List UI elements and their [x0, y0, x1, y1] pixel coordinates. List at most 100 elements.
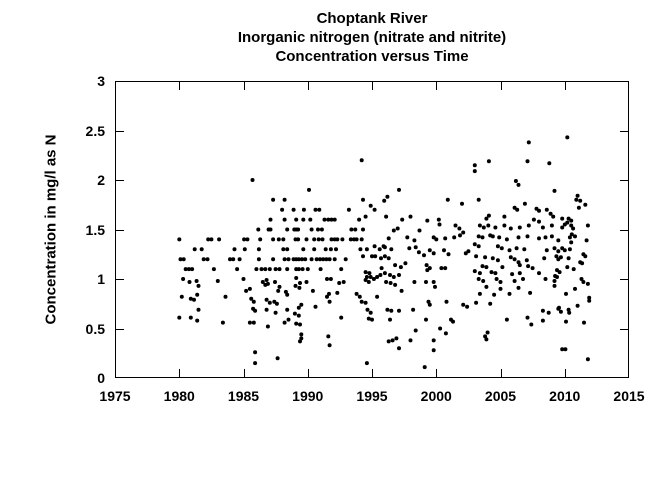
data-point — [335, 290, 340, 295]
data-point — [370, 254, 374, 259]
y-tick-label: 1.5 — [85, 221, 105, 238]
data-point — [557, 270, 562, 275]
data-point — [575, 303, 580, 308]
data-point — [476, 234, 481, 239]
data-point — [472, 269, 477, 274]
data-point — [366, 316, 371, 321]
data-point — [307, 187, 311, 192]
data-point — [547, 161, 552, 166]
data-point — [282, 320, 287, 325]
data-point — [490, 234, 495, 239]
data-point — [526, 264, 531, 269]
data-point — [188, 296, 193, 301]
data-point — [477, 291, 482, 296]
data-point — [285, 292, 290, 297]
data-point — [394, 336, 399, 341]
data-point — [569, 232, 574, 237]
data-point — [372, 207, 377, 212]
data-point — [525, 234, 530, 239]
data-point — [474, 254, 479, 259]
data-point — [405, 235, 410, 240]
data-point — [312, 237, 317, 242]
data-point — [576, 205, 581, 210]
data-point — [388, 317, 392, 322]
data-point — [537, 219, 541, 224]
data-point — [472, 242, 477, 247]
y-tick-label: 0 — [97, 370, 105, 386]
data-point — [484, 265, 489, 270]
data-point — [433, 284, 437, 289]
data-point — [251, 299, 256, 304]
data-point — [548, 211, 553, 216]
data-point — [375, 275, 380, 279]
data-point — [318, 257, 322, 262]
data-point — [386, 339, 391, 344]
data-point — [525, 315, 530, 320]
x-tick-label: 2005 — [484, 388, 517, 404]
data-point — [569, 223, 574, 228]
data-point — [512, 257, 517, 262]
data-point — [573, 286, 577, 291]
data-point — [304, 280, 309, 284]
data-point — [382, 271, 387, 276]
data-point — [253, 350, 258, 355]
data-point — [329, 217, 334, 222]
data-point — [325, 277, 329, 281]
y-tick-label: 2 — [97, 172, 105, 188]
data-point — [321, 257, 326, 262]
data-point — [271, 257, 276, 262]
data-point — [425, 218, 430, 223]
data-point — [453, 223, 458, 228]
data-point — [368, 275, 373, 279]
data-point — [583, 202, 588, 207]
data-point — [273, 267, 278, 272]
data-point — [237, 257, 242, 262]
data-point — [319, 227, 324, 232]
data-point — [438, 326, 443, 331]
data-point — [474, 300, 479, 305]
data-point — [499, 246, 504, 251]
data-point — [504, 237, 509, 242]
data-point — [327, 291, 331, 296]
data-point — [209, 237, 214, 242]
data-point — [296, 237, 301, 242]
data-point — [251, 320, 256, 325]
data-point — [444, 299, 449, 304]
data-point — [312, 247, 317, 252]
data-point — [451, 319, 455, 324]
data-point — [587, 298, 592, 303]
data-point — [567, 310, 572, 315]
chart-title: Choptank River Inorganic nitrogen (nitra… — [115, 9, 629, 66]
data-point — [546, 310, 551, 315]
data-point — [303, 257, 308, 262]
data-point — [384, 280, 389, 284]
data-point — [264, 307, 269, 312]
data-point — [301, 247, 306, 252]
data-point — [495, 244, 500, 249]
data-point — [282, 197, 287, 202]
data-point — [585, 357, 590, 362]
data-point — [314, 257, 319, 262]
data-point — [525, 159, 530, 164]
data-point — [223, 294, 228, 299]
data-point — [584, 238, 589, 243]
data-point — [466, 249, 471, 254]
data-point — [382, 254, 387, 259]
data-point — [556, 257, 561, 262]
data-point — [542, 256, 547, 261]
data-point — [247, 320, 252, 325]
data-point — [445, 197, 450, 202]
data-point — [417, 228, 422, 233]
data-point — [178, 257, 183, 262]
data-point — [268, 217, 273, 222]
data-point — [271, 237, 276, 242]
data-point — [393, 282, 398, 287]
data-point — [552, 188, 557, 193]
data-point — [481, 225, 486, 230]
data-point — [277, 267, 282, 272]
data-point — [260, 280, 265, 284]
data-point — [484, 284, 489, 289]
data-point — [573, 234, 577, 239]
data-point — [294, 321, 299, 326]
